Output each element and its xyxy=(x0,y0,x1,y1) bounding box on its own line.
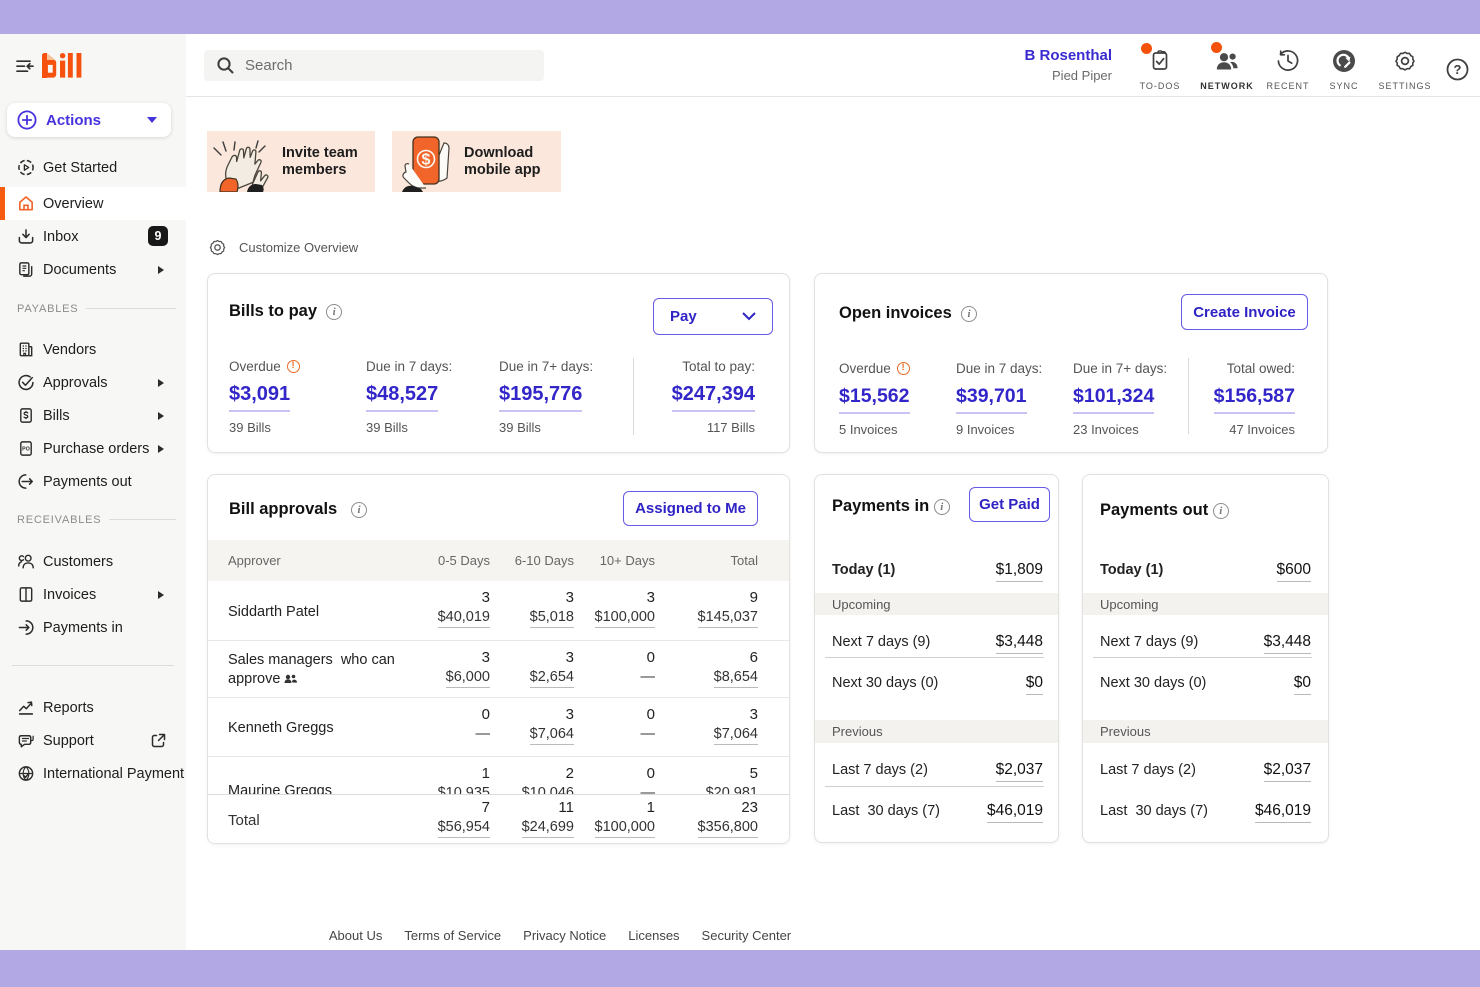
svg-text:$: $ xyxy=(422,152,431,169)
svg-text:?: ? xyxy=(1453,62,1461,77)
svg-text:PO: PO xyxy=(22,446,30,452)
